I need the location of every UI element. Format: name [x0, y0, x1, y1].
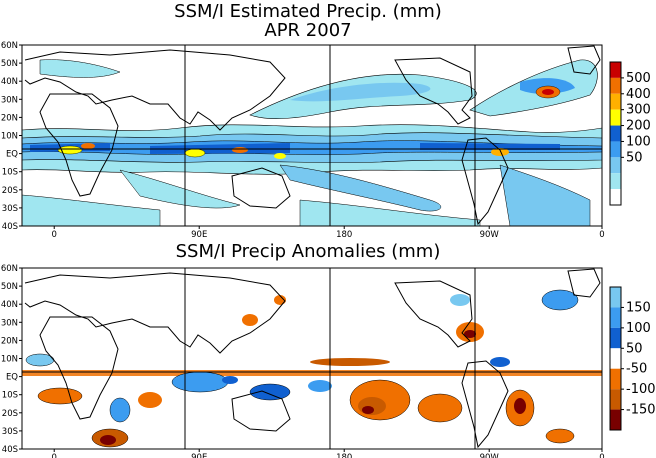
top-x-axis: 0 90E 180 90W 0: [52, 226, 605, 240]
top_map-legend-swatch: [610, 141, 621, 158]
top_map-legend-swatch: [610, 77, 621, 94]
top-map-subtitle: APR 2007: [264, 20, 351, 41]
top_map-legend-label: 400: [626, 87, 651, 102]
bottom_map-legend-label: -100: [626, 382, 656, 397]
bottom_map-xtick-label: 90W: [480, 453, 500, 458]
top_map-legend-label: 200: [626, 119, 651, 134]
top_map-ytick-label: 60N: [1, 41, 18, 51]
bottom_map-ytick-label: 50N: [1, 282, 18, 292]
top_map-ytick-label: 50N: [1, 59, 18, 69]
bottom_map-ytick-label: 30S: [2, 427, 18, 437]
bottom_map-ytick-label: 10N: [1, 355, 18, 365]
bottom_map-xtick-label: 0: [52, 453, 57, 458]
bottom_map-legend-label: -150: [626, 403, 656, 418]
top_map-ytick-label: EQ: [6, 150, 18, 160]
bottom_map-ytick-label: 30N: [1, 318, 18, 328]
bottom_map-xtick-label: 180: [336, 453, 352, 458]
top_map-ytick-label: 30S: [2, 204, 18, 214]
bottom_map-legend-swatch: [610, 348, 621, 369]
top_map-legend-swatch: [610, 157, 621, 174]
bottom_map-legend-label: 50: [626, 341, 643, 356]
top_map-xtick-label: 0: [599, 230, 604, 240]
top_map-legend-swatch: [610, 93, 621, 110]
top-map-title: SSM/I Estimated Precip. (mm): [174, 1, 442, 22]
top_map-ytick-label: 20S: [2, 186, 18, 196]
bottom_map-xtick-label: 90E: [191, 453, 207, 458]
top_map-ytick-label: 40N: [1, 77, 18, 87]
top_map-legend-frame: [609, 61, 622, 206]
bottom_map-ytick-label: 40S: [2, 445, 18, 455]
top_map-legend-label: 50: [626, 150, 643, 165]
top_map-legend-swatch: [610, 62, 621, 78]
top-y-axis: 60N 50N 40N 30N 20N 10N EQ 10S 20S 30S 40S: [1, 41, 22, 232]
top_map-ytick-label: 10N: [1, 132, 18, 142]
bottom_map-legend-label: 100: [626, 321, 651, 336]
bottom_map-ytick-label: 10S: [2, 391, 18, 401]
bottom_map-ytick-label: 20S: [2, 409, 18, 419]
top-map-plot: [22, 45, 602, 226]
bottom-x-axis: 0 90E 180 90W 0: [52, 449, 605, 458]
top_map-legend-label: 500: [626, 71, 651, 86]
bottom_map-xtick-label: 0: [599, 453, 604, 458]
bottom_map-legend-label: -50: [626, 362, 647, 377]
top_map-legend-label: 100: [626, 134, 651, 149]
top_map-xtick-label: 90W: [480, 230, 500, 240]
bottom_map-legend-swatch: [610, 368, 621, 390]
top_map-ytick-label: 40S: [2, 222, 18, 232]
top_map-legend-swatch: [610, 125, 621, 142]
top_map-legend-swatch: [610, 189, 621, 205]
top_map-xtick-label: 180: [336, 230, 352, 240]
top_map-legend-label: 300: [626, 103, 651, 118]
bottom-legend: 150 100 50 -50 -100 -150: [609, 286, 656, 431]
top_map-xtick-label: 0: [52, 230, 57, 240]
bottom_map-legend-swatch: [610, 307, 621, 328]
bottom_map-ytick-label: 20N: [1, 336, 18, 346]
top_map-ytick-label: 30N: [1, 95, 18, 105]
bottom-map-title: SSM/I Precip Anomalies (mm): [176, 241, 441, 262]
bottom_map-ytick-label: 40N: [1, 300, 18, 310]
top_map-ytick-label: 10S: [2, 168, 18, 178]
bottom-map-plot: [22, 268, 602, 449]
bottom_map-ytick-label: 60N: [1, 264, 18, 274]
bottom_map-legend-label: 150: [626, 300, 651, 315]
bottom_map-legend-swatch: [610, 409, 621, 430]
top_map-legend-swatch: [610, 109, 621, 126]
bottom_map-legend-swatch: [610, 287, 621, 308]
bottom_map-legend-swatch: [610, 389, 621, 410]
top_map-ytick-label: 20N: [1, 113, 18, 123]
bottom_map-legend-frame: [609, 286, 622, 431]
bottom_map-ytick-label: EQ: [6, 373, 18, 383]
bottom-y-axis: 60N 50N 40N 30N 20N 10N EQ 10S 20S 30S 40S: [1, 264, 22, 455]
bottom_map-legend-swatch: [610, 327, 621, 349]
top_map-xtick-label: 90E: [191, 230, 207, 240]
top_map-legend-swatch: [610, 173, 621, 190]
